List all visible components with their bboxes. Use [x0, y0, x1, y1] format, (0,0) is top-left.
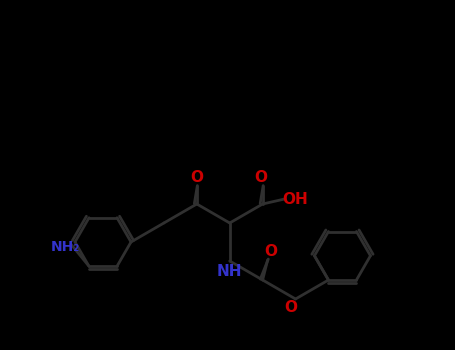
Text: O: O [284, 300, 297, 315]
Text: O: O [254, 170, 267, 186]
Text: OH: OH [282, 191, 308, 206]
Text: NH: NH [217, 264, 243, 279]
Text: O: O [190, 170, 203, 186]
Text: NH₂: NH₂ [51, 240, 80, 254]
Text: O: O [264, 245, 277, 259]
